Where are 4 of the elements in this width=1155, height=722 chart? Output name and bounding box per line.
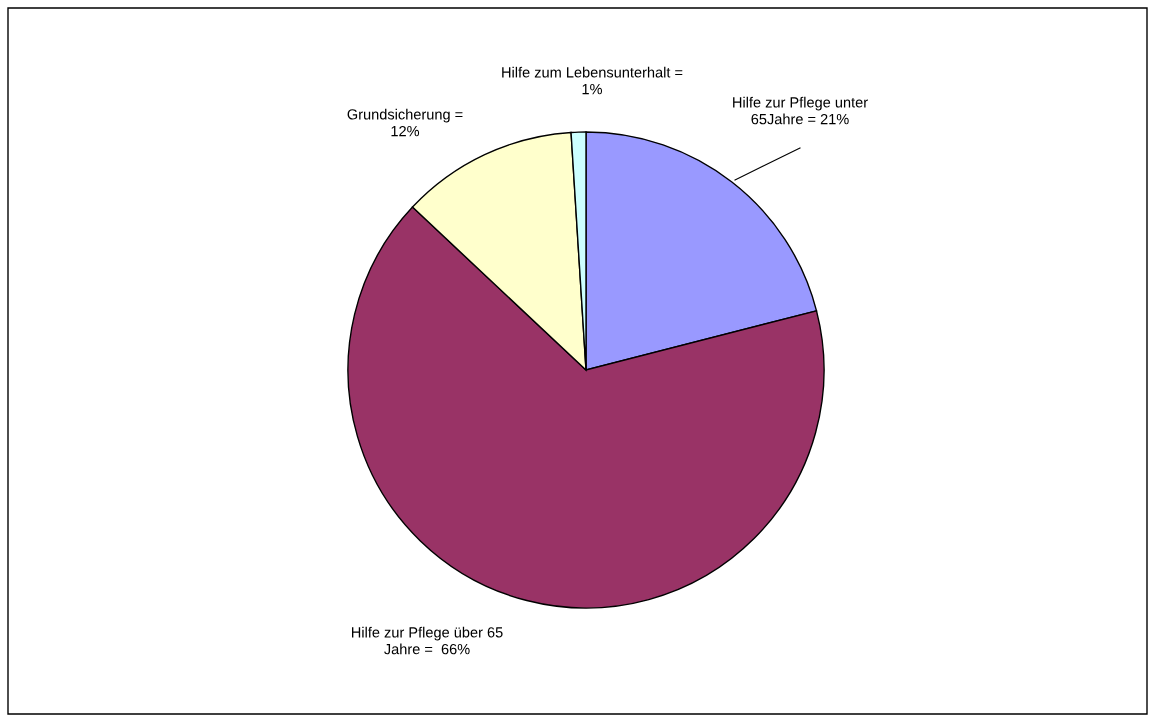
slice-label: Hilfe zur Pflege unter 65Jahre = 21% bbox=[733, 96, 868, 125]
slice-label: Hilfe zur Pflege über 65 Jahre = 66% bbox=[352, 626, 503, 655]
slice-label: Grundsicherung = 12% bbox=[347, 108, 463, 137]
slice-label: Hilfe zum Lebensunterhalt = 1% bbox=[502, 66, 683, 95]
